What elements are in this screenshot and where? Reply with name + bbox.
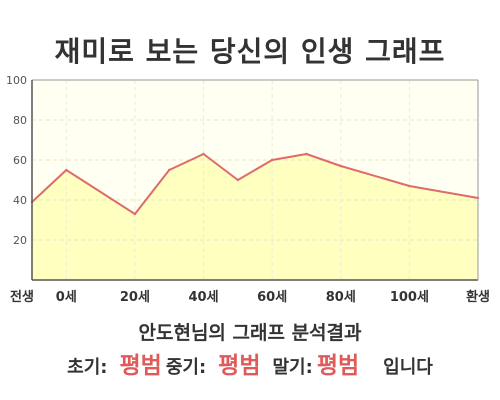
early-value: 평범 — [119, 353, 162, 379]
y-tick-label: 100 — [6, 74, 27, 87]
x-tick-label: 60세 — [257, 290, 287, 305]
late-value: 평범 — [316, 353, 360, 379]
x-tick-label: 80세 — [326, 290, 356, 305]
x-tick-label: 20세 — [120, 290, 150, 305]
y-tick-label: 20 — [13, 234, 27, 247]
life-graph-chart: 20 40 60 80 100 전생 0세 20세 40세 60세 80세 100세 환생 — [6, 74, 490, 305]
x-tick-label: 0세 — [56, 290, 77, 305]
y-tick-label: 60 — [13, 154, 27, 167]
mid-value: 평범 — [218, 353, 261, 379]
data-point — [339, 164, 342, 168]
data-point — [236, 178, 240, 182]
page-title: 재미로 보는 당신의 인생 그래프 — [54, 35, 446, 68]
area-fill — [32, 154, 478, 280]
y-tick-label: 40 — [13, 194, 27, 207]
result-summary: 초기: 평범 중기: 평범 말기: 평범 입니다 — [0, 346, 500, 380]
data-point — [168, 168, 171, 172]
y-tick-label: 80 — [13, 114, 27, 127]
x-tick-label: 환생 — [466, 289, 490, 305]
early-label: 초기: — [67, 357, 108, 378]
data-point — [133, 212, 137, 216]
result-title: 안도현님의 그래프 분석결과 — [138, 322, 362, 344]
mid-label: 중기: — [165, 357, 207, 378]
result-suffix: 입니다 — [383, 357, 433, 378]
x-tick-label: 40세 — [189, 290, 219, 305]
data-point — [408, 184, 411, 188]
data-point — [270, 158, 274, 162]
data-point — [65, 168, 68, 172]
data-point — [305, 152, 308, 156]
late-label: 말기: — [272, 357, 313, 378]
x-tick-label: 전생 — [10, 289, 34, 305]
x-tick-label: 100세 — [390, 290, 429, 305]
data-point — [202, 152, 205, 156]
